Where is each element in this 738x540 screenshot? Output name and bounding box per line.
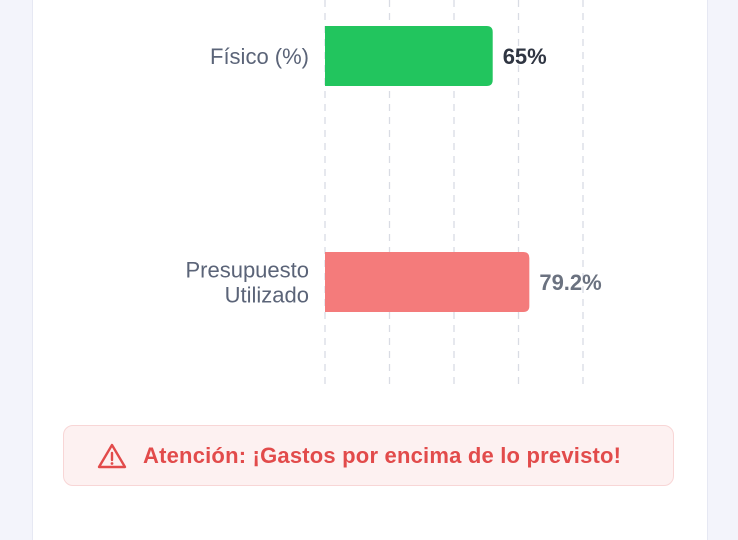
budget-bar-chart: Físico (%) 65% Presupuesto Utilizado 79.2%	[185, 0, 602, 390]
bar	[325, 252, 530, 312]
alert-message: Atención: ¡Gastos por encima de lo previ…	[143, 442, 622, 468]
category-label: Presupuesto Utilizado	[185, 258, 309, 308]
over-budget-alert: Atención: ¡Gastos por encima de lo previ…	[63, 425, 674, 486]
value-label: 65%	[503, 44, 547, 69]
category-label: Físico (%)	[210, 44, 309, 69]
warning-triangle-icon	[97, 442, 127, 470]
bar	[325, 26, 493, 86]
value-label: 79.2%	[539, 270, 601, 295]
bars-group: Físico (%) 65% Presupuesto Utilizado 79.2%	[185, 26, 602, 312]
